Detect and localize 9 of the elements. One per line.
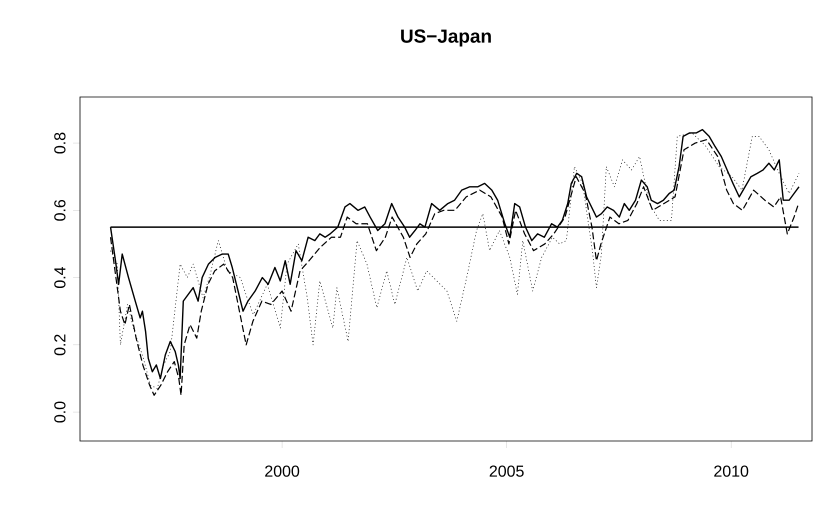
y-tick-label: 0.0 bbox=[54, 402, 66, 423]
x-tick-label: 2000 bbox=[265, 466, 300, 477]
y-tick-label: 0.4 bbox=[54, 266, 66, 288]
y-tick-label: 0.8 bbox=[54, 132, 66, 154]
chart-title: US−Japan bbox=[401, 29, 491, 47]
y-tick-label: 0.6 bbox=[54, 200, 66, 221]
x-tick-label: 2010 bbox=[714, 466, 748, 477]
y-tick-label: 0.2 bbox=[54, 334, 66, 356]
x-tick-label: 2005 bbox=[490, 466, 524, 477]
